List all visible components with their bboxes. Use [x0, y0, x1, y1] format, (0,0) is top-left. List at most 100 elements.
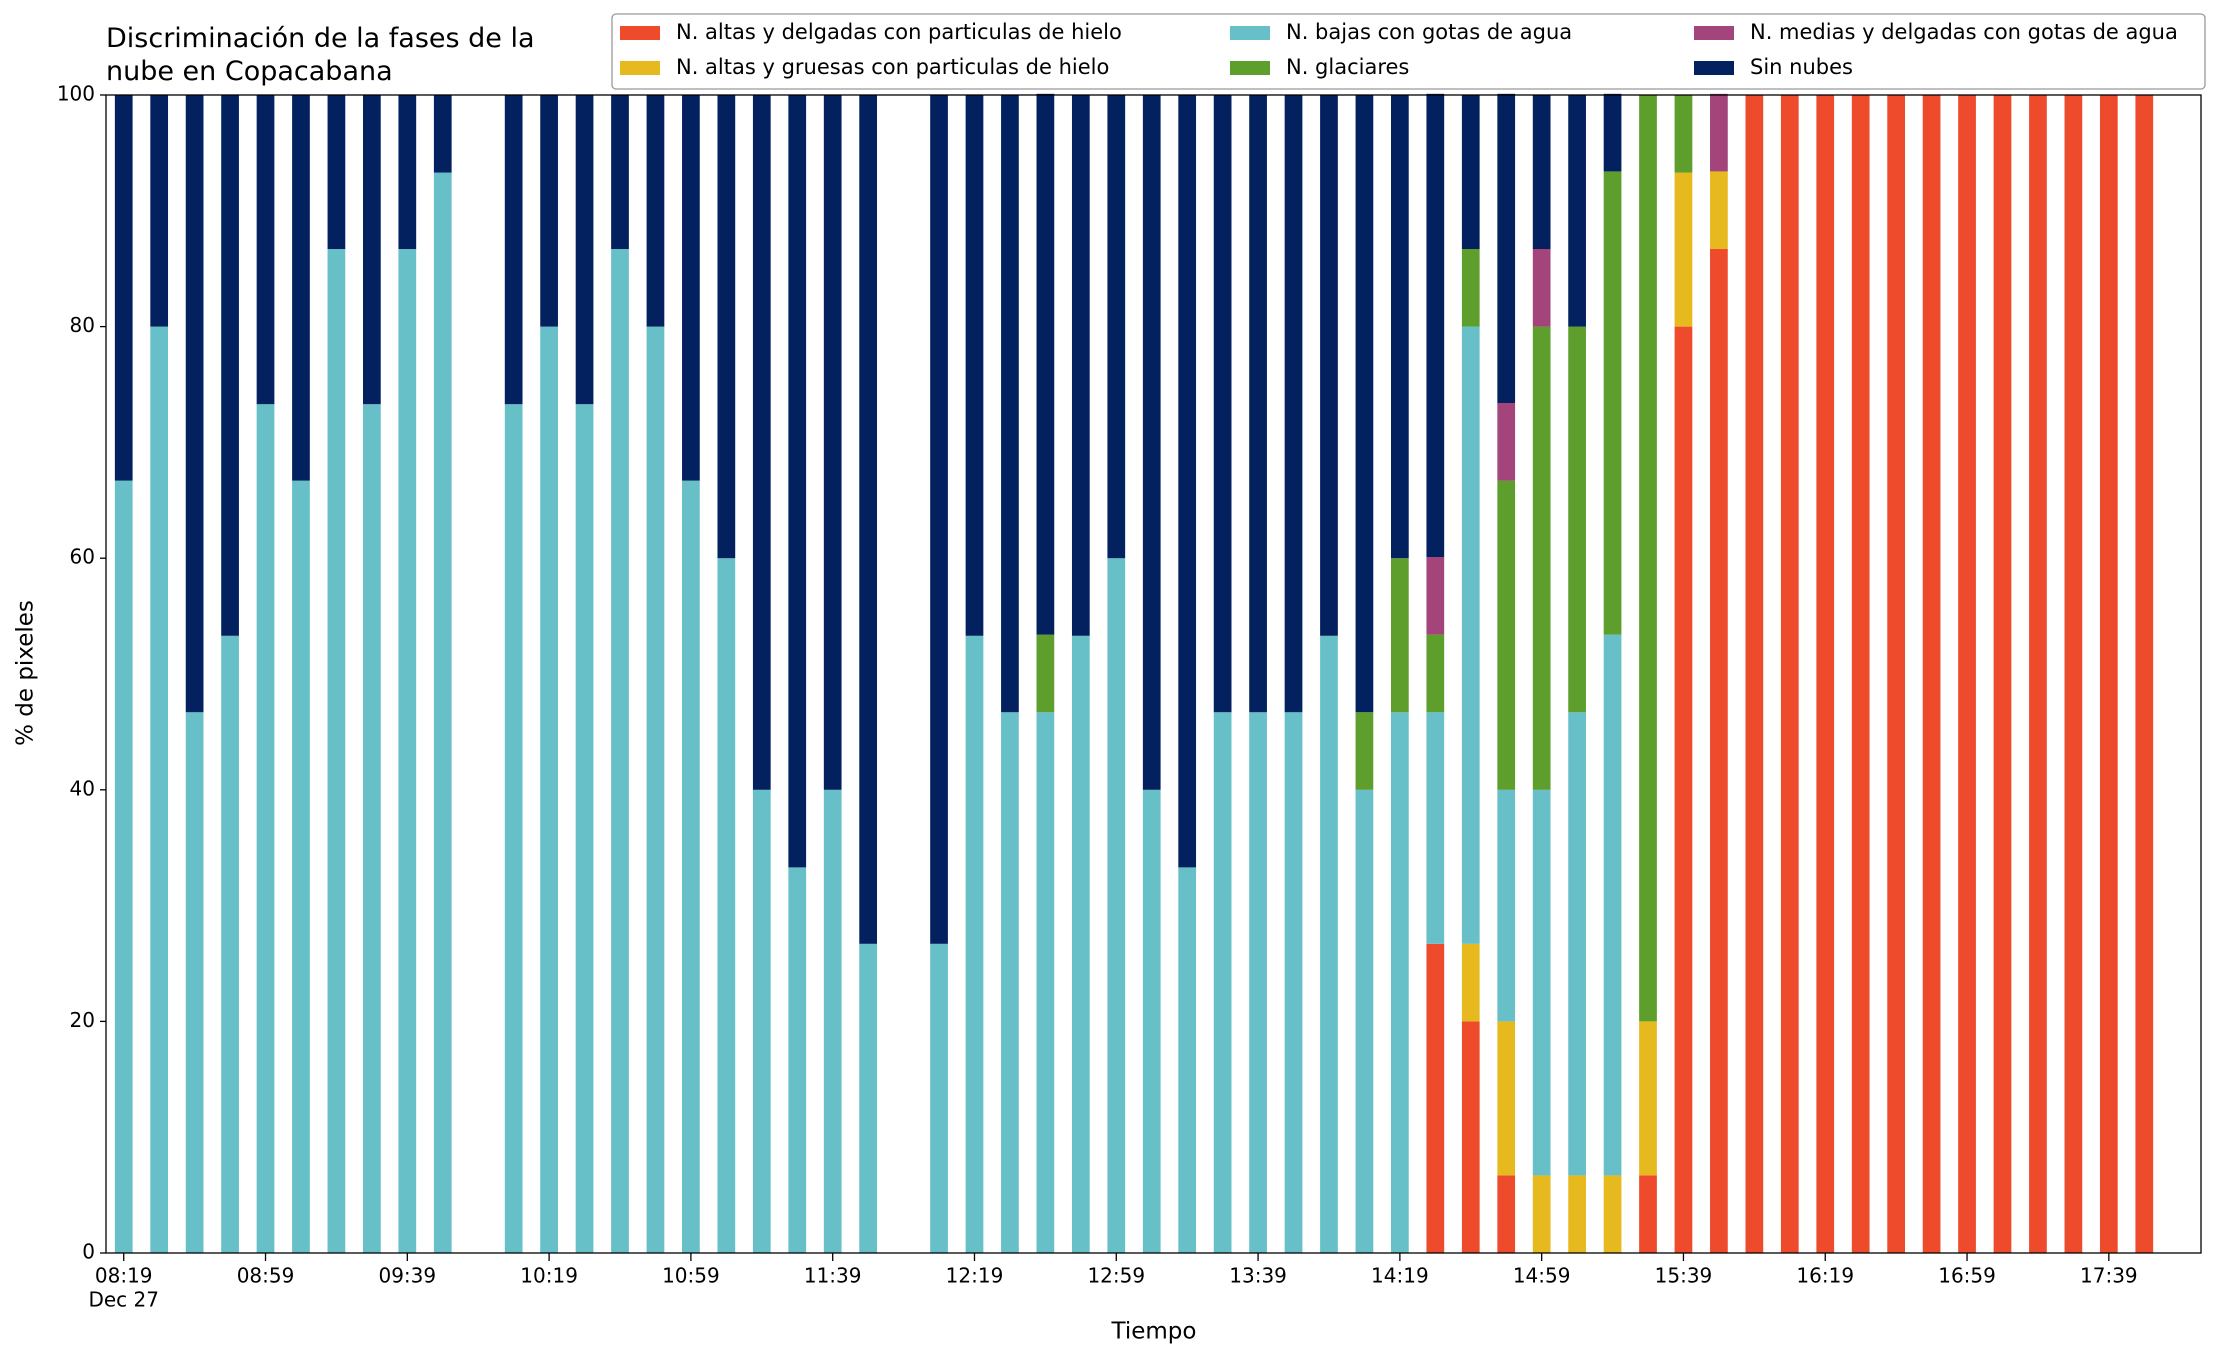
bar-segment	[2099, 95, 2118, 1253]
x-tick-label: 16:19	[1796, 1264, 1854, 1288]
bar-segment	[1461, 326, 1480, 944]
legend-swatch	[1694, 26, 1734, 40]
legend-swatch	[620, 26, 660, 40]
bar-segment	[1391, 558, 1409, 713]
bar-segment	[1780, 95, 1799, 1253]
legend-label: N. bajas con gotas de agua	[1286, 20, 1572, 44]
bar-segment	[1461, 249, 1480, 327]
bar-segment	[540, 326, 558, 1254]
bar-segment	[292, 95, 310, 481]
bar-segment	[611, 95, 629, 250]
x-axis-label: Tiempo	[1111, 1319, 1197, 1345]
bar-segment	[1355, 789, 1374, 1253]
bar-segment	[575, 95, 594, 405]
x-tick-label: 12:59	[1087, 1264, 1145, 1288]
bar-segment	[646, 95, 665, 327]
bar-segment	[1461, 1021, 1480, 1253]
bar-segment	[575, 404, 594, 1253]
legend-swatch	[1230, 26, 1270, 40]
plot-frame	[105, 94, 2202, 1254]
bar-segment	[185, 712, 204, 1253]
x-tick-label: 15:39	[1655, 1264, 1713, 1288]
x-tick-label: 16:59	[1938, 1264, 1996, 1288]
bar-segment	[1639, 95, 1657, 1022]
bar-segment	[1355, 95, 1374, 713]
bar-segment	[114, 480, 133, 1253]
chart-title: Discriminación de la fases de la nube en…	[106, 23, 535, 87]
bar-segment	[823, 95, 842, 790]
bar-segment	[292, 480, 310, 1253]
bar-segment	[1497, 480, 1516, 790]
x-tick-label: 10:19	[520, 1264, 578, 1288]
bar-segment	[1603, 171, 1622, 635]
y-tick-label: 60	[70, 545, 95, 569]
bar-segment	[1816, 95, 1835, 1253]
bar-segment	[1249, 712, 1267, 1253]
bar-segment	[327, 249, 346, 1253]
bar-segment	[1036, 712, 1055, 1253]
bar-segment	[1071, 635, 1090, 1253]
bar-segment	[1071, 95, 1090, 636]
x-tick-label: 11:39	[804, 1264, 862, 1288]
bar-segment	[1213, 712, 1232, 1253]
bar-segment	[433, 172, 452, 1254]
bar-segment	[1497, 1175, 1516, 1253]
bar-segment	[1674, 172, 1693, 327]
legend-swatch	[620, 61, 660, 75]
bar-segment	[1284, 95, 1303, 713]
bar-segment	[1036, 634, 1055, 713]
legend-label: N. medias y delgadas con gotas de agua	[1750, 20, 2178, 44]
y-axis-label: % de pixeles	[13, 600, 39, 746]
y-tick-label: 100	[57, 82, 95, 106]
bar-segment	[682, 480, 700, 1253]
bar-segment	[1391, 95, 1409, 559]
bar-segment	[1142, 789, 1161, 1253]
bar-segment	[859, 943, 878, 1253]
bar-segment	[1178, 95, 1197, 868]
legend-label: N. altas y delgadas con particulas de hi…	[676, 20, 1122, 44]
bar-segment	[540, 95, 558, 327]
bar-segment	[398, 95, 417, 250]
bar-segment	[930, 95, 948, 944]
bar-segment	[1674, 326, 1693, 1254]
x-date-label: Dec 27	[88, 1288, 159, 1312]
bar-segment	[965, 95, 984, 636]
bar-segment	[1107, 558, 1126, 1253]
bar-segment	[611, 249, 629, 1253]
bar-segment	[1497, 1021, 1516, 1176]
bar-segment	[1355, 712, 1374, 790]
bar-segment	[1001, 95, 1019, 713]
bar-segment	[150, 95, 169, 327]
x-tick-label: 08:19	[95, 1264, 153, 1288]
bar-segment	[1142, 95, 1161, 790]
legend-label: N. altas y gruesas con particulas de hie…	[676, 55, 1109, 79]
bar-segment	[1461, 943, 1480, 1022]
bar-segment	[717, 558, 736, 1253]
bar-segment	[1603, 93, 1622, 172]
x-tick-label: 14:59	[1513, 1264, 1571, 1288]
bar-segment	[752, 789, 771, 1253]
bar-segment	[1710, 249, 1728, 1253]
y-tick-label: 20	[70, 1008, 95, 1032]
bar-segment	[965, 635, 984, 1253]
bar-segment	[150, 326, 169, 1254]
bar-segment	[1426, 557, 1445, 635]
bar-segment	[788, 95, 807, 868]
x-tick-label: 10:59	[662, 1264, 720, 1288]
bar-segment	[1887, 95, 1906, 1253]
bar-segment	[1426, 943, 1445, 1253]
y-tick-label: 80	[70, 313, 95, 337]
bar-segment	[363, 95, 381, 405]
bar-segment	[1532, 249, 1551, 327]
y-tick-label: 40	[70, 776, 95, 800]
bar-segment	[1284, 712, 1303, 1253]
bar-segment	[504, 95, 523, 405]
bar-segment	[1568, 326, 1586, 713]
bar-segment	[1745, 95, 1764, 1253]
bar-segment	[1249, 95, 1267, 713]
bar-segment	[1568, 712, 1586, 1176]
legend-label: N. glaciares	[1286, 55, 1409, 79]
bar-segment	[1426, 93, 1445, 558]
bar-segment	[256, 404, 275, 1253]
